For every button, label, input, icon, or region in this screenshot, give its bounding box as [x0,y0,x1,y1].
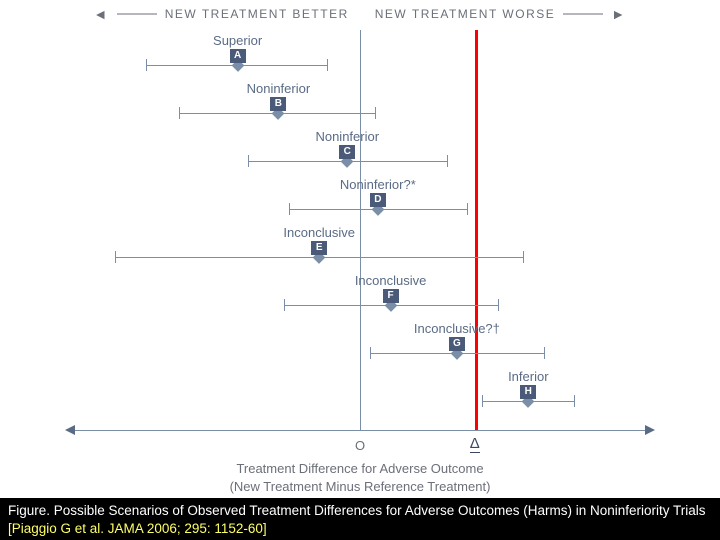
direction-header: ◄ NEW TREATMENT BETTER NEW TREATMENT WOR… [0,6,720,22]
x-axis-line [75,430,645,431]
ci-cap-left [370,347,371,359]
x-axis-title-line2: (New Treatment Minus Reference Treatment… [0,478,720,496]
ci-cap-right [447,155,448,167]
scenario-badge: F [383,289,399,303]
scenario-badge: E [311,241,327,255]
header-right-text: NEW TREATMENT WORSE [375,7,556,21]
scenario-label: Inconclusive [355,273,427,288]
ci-cap-left [115,251,116,263]
ci-cap-right [467,203,468,215]
ci-cap-left [289,203,290,215]
x-axis-title-line1: Treatment Difference for Adverse Outcome [0,460,720,478]
tick-label-delta: Δ [470,435,480,452]
figure-caption: Figure. Possible Scenarios of Observed T… [0,498,720,540]
scenario-label: Inconclusive [283,225,355,240]
scenario-label: Superior [213,33,262,48]
ci-cap-left [248,155,249,167]
scenario-label: Noninferior [315,129,379,144]
ci-cap-right [327,59,328,71]
scenario-row-G: Inconclusive?†G [105,323,615,363]
scenario-row-F: InconclusiveF [105,275,615,315]
x-axis-arrow-right-icon [645,425,655,435]
forest-plot: O Δ SuperiorANoninferiorBNoninferiorCNon… [105,30,615,430]
x-axis-arrow-left-icon [65,425,75,435]
ci-cap-left [146,59,147,71]
scenario-row-B: NoninferiorB [105,83,615,123]
scenario-label: Inconclusive?† [414,321,500,336]
x-axis-title: Treatment Difference for Adverse Outcome… [0,460,720,495]
scenario-badge: C [339,145,355,159]
scenario-badge: D [370,193,386,207]
arrow-right-icon: ► [611,6,626,22]
header-rule-right [563,13,603,15]
ci-cap-left [482,395,483,407]
ci-cap-right [523,251,524,263]
ci-cap-left [284,299,285,311]
scenario-row-A: SuperiorA [105,35,615,75]
scenario-label: Noninferior [247,81,311,96]
ci-cap-right [498,299,499,311]
scenario-row-E: InconclusiveE [105,227,615,267]
scenario-label: Inferior [508,369,548,384]
scenario-row-H: InferiorH [105,371,615,411]
scenario-badge: G [449,337,465,351]
ci-cap-right [375,107,376,119]
caption-main: Figure. Possible Scenarios of Observed T… [8,503,706,518]
header-rule-left [117,13,157,15]
scenario-badge: B [270,97,286,111]
caption-reference: [Piaggio G et al. JAMA 2006; 295: 1152-6… [8,521,267,536]
arrow-left-icon: ◄ [93,6,108,22]
ci-cap-right [574,395,575,407]
scenario-badge: A [230,49,246,63]
scenario-row-C: NoninferiorC [105,131,615,171]
tick-label-zero: O [355,438,365,453]
scenario-row-D: Noninferior?*D [105,179,615,219]
ci-cap-left [179,107,180,119]
header-left-text: NEW TREATMENT BETTER [165,7,349,21]
ci-cap-right [544,347,545,359]
scenario-label: Noninferior?* [340,177,416,192]
scenario-badge: H [520,385,536,399]
